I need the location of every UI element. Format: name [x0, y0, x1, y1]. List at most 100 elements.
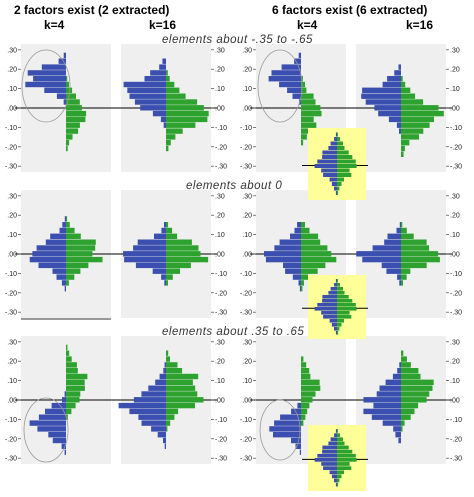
panel-r0c2-green-bar	[301, 105, 321, 111]
panel-r1c2-green-bar	[301, 274, 309, 280]
panel-r0c3-green-bar	[401, 93, 416, 99]
highlight-inset-2-blue-bar	[328, 441, 337, 446]
ellipse-r0c2	[257, 49, 303, 123]
highlight-inset-0-blue-bar	[334, 186, 337, 191]
highlight-inset-0-green-bar	[337, 177, 344, 182]
highlight-inset-0-blue-bar	[328, 146, 337, 150]
panel-r1c1-tick-label: .20	[215, 213, 225, 220]
panel-r0c0-blue-bar	[25, 81, 66, 88]
panel-r0c3-green-bar	[401, 151, 404, 157]
panel-r2c2-blue-bar	[274, 420, 301, 426]
panel-r2c1-green-bar	[166, 426, 168, 432]
ellipse-r2c0	[23, 397, 69, 463]
highlight-inset-0-blue-bar	[329, 177, 337, 182]
panel-r1c2-tick-label: -.30	[240, 310, 252, 317]
panel-r0c1-blue-bar	[129, 93, 166, 99]
highlight-inset-0-blue-bar	[330, 141, 337, 146]
highlight-inset-2-green-bar	[337, 449, 353, 454]
panel-r0c1-tick-label: .30	[215, 47, 225, 54]
panel-r0c3-blue-bar	[387, 76, 401, 82]
highlight-inset-0-green-bar	[337, 164, 357, 168]
panel-r2c0-blue-bar	[52, 437, 66, 444]
panel-r0c1-blue-bar	[162, 58, 166, 64]
panel-r1c2-green-bar	[301, 251, 332, 257]
highlight-inset-2-blue-bar	[334, 478, 337, 483]
panel-r2c1-blue-bar	[157, 432, 166, 438]
panel-r2c3-tick-label: -.30	[450, 456, 462, 463]
highlight-inset-1-blue-bar	[335, 279, 337, 283]
panel-r1c1-green-bar	[166, 256, 209, 263]
panel-r2c0-blue-bar	[45, 408, 66, 415]
highlight-inset-2-green-bar	[337, 441, 345, 446]
panel-r2c2-green-bar	[301, 414, 306, 420]
panel-r0c2-tick-label: -.10	[240, 125, 252, 132]
highlight-inset-1-blue-bar	[328, 291, 337, 295]
panel-r1c1-green-bar	[166, 239, 192, 245]
panel-r1c2-blue-bar	[283, 262, 301, 269]
panel-r2c1-green-bar	[166, 391, 198, 397]
panel-r1c2-blue-bar	[264, 251, 301, 257]
highlight-inset-2-blue-bar	[335, 482, 337, 487]
panel-r1c3-blue-bar	[372, 245, 401, 251]
panel-r1c3-blue-bar	[381, 262, 401, 269]
panel-r1c1-blue-bar	[135, 262, 166, 269]
panel-r2c0-tick-label: .30	[7, 339, 17, 346]
panel-r0c3-blue-bar	[374, 105, 401, 111]
panel-r0c3-tick-label: -.10	[450, 125, 462, 132]
panel-r0c3-blue-bar	[394, 70, 401, 76]
highlight-inset-1-blue-bar	[335, 331, 337, 335]
panel-r2c3-blue-bar	[376, 391, 401, 397]
panel-r2c1-blue-bar	[151, 426, 166, 432]
panel-r2c1-tick-label: .30	[215, 339, 225, 346]
panel-r2c0-tick-label: -.20	[5, 436, 17, 443]
highlight-inset-0-blue-bar	[323, 173, 337, 177]
panel-r2c3-blue-bar	[393, 426, 401, 432]
panel-r2c1-blue-bar	[138, 414, 166, 420]
panel-r1c0-green-bar	[66, 245, 96, 251]
panel-r2c1-green-bar	[166, 408, 179, 415]
panel-r1c3-green-bar	[401, 251, 439, 257]
panel-r1c0-blue-bar	[50, 233, 66, 239]
highlight-inset-2-green-bar	[337, 429, 338, 433]
panel-r2c3-blue-bar	[395, 432, 401, 438]
highlight-inset-0-blue-bar	[322, 150, 337, 155]
panel-r0c3-green-bar	[401, 122, 430, 128]
header-k16-right: k=16	[406, 18, 434, 32]
panel-r1c3-green-bar	[401, 227, 407, 234]
highlight-inset-0-green-bar	[337, 150, 349, 155]
panel-r1c1-tick-label: -.30	[215, 310, 227, 317]
highlight-inset-1-green-bar	[337, 327, 340, 331]
panel-r2c0-green-bar	[66, 414, 68, 420]
highlight-inset-2-green-bar	[337, 462, 350, 466]
panel-r0c2-green-bar	[301, 99, 316, 105]
panel-r1c0-blue-bar	[62, 222, 66, 228]
section-title-negative: elements about -.35 to -.65	[162, 34, 313, 46]
panel-r0c1-blue-bar	[152, 110, 166, 117]
panel-r1c1-green-bar	[166, 280, 168, 286]
panel-r2c0-tick-label: -.30	[5, 456, 17, 463]
panel-r2c1-green-bar	[166, 385, 196, 391]
panel-r2c3-blue-bar	[399, 362, 401, 368]
panel-r2c2-blue-bar	[297, 402, 301, 409]
panel-r0c1-green-bar	[166, 70, 168, 76]
panel-r2c0-green-bar	[66, 344, 68, 351]
panel-r0c3-green-bar	[401, 110, 444, 117]
panel-r2c3-blue-bar	[385, 379, 401, 385]
highlight-inset-1-green-bar	[337, 307, 357, 311]
panel-r1c1-green-bar	[166, 233, 178, 239]
panel-r1c1-blue-bar	[137, 239, 166, 245]
panel-r1c1-blue-bar	[161, 227, 166, 234]
panel-r2c0-green-bar	[66, 350, 70, 356]
panel-r0c2-green-bar	[301, 140, 304, 146]
panel-r1c3-green-bar	[401, 239, 427, 245]
panel-r0c3-green-bar	[401, 99, 424, 105]
panel-r2c1-green-bar	[166, 362, 178, 368]
panel-r2c3-blue-bar	[363, 408, 401, 415]
panel-r2c1-green-bar	[166, 414, 175, 420]
panel-r1c0-green-bar	[66, 233, 81, 239]
panel-r0c1-blue-bar	[150, 70, 166, 76]
panel-r2c3-green-bar	[401, 356, 407, 362]
panel-r2c2-tick-label: .20	[242, 359, 252, 366]
panel-r0c2-green-bar	[301, 134, 307, 140]
panel-r1c0-blue-bar	[52, 268, 66, 274]
